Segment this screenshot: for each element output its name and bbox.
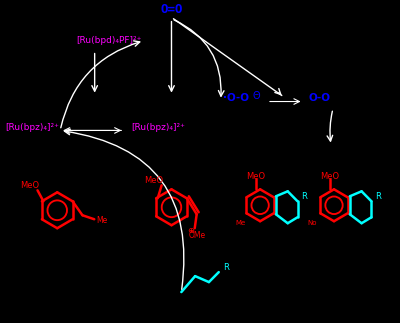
Text: [Ru(bpz)₄]²⁺: [Ru(bpz)₄]²⁺ [6,123,60,132]
Text: MeO: MeO [144,176,163,185]
Text: No: No [308,220,317,226]
Text: MeO: MeO [20,181,39,190]
Text: MeO: MeO [246,172,266,181]
Text: R: R [302,192,307,201]
Text: O=O: O=O [160,3,183,16]
Text: R: R [223,263,228,272]
Text: O-O: O-O [308,92,330,102]
Text: [Ru(bpz)₄]²⁺: [Ru(bpz)₄]²⁺ [132,123,186,132]
Text: Θ: Θ [252,90,260,100]
Text: Me: Me [235,220,246,226]
Text: OMe: OMe [188,231,205,240]
Text: [Ru(bpd)₄PF]²⁺: [Ru(bpd)₄PF]²⁺ [77,36,142,45]
Text: MeO: MeO [320,172,339,181]
Text: Me: Me [96,216,108,225]
Text: ⊕: ⊕ [187,226,194,235]
Text: ·O-O: ·O-O [223,92,249,102]
Text: R: R [375,192,381,201]
